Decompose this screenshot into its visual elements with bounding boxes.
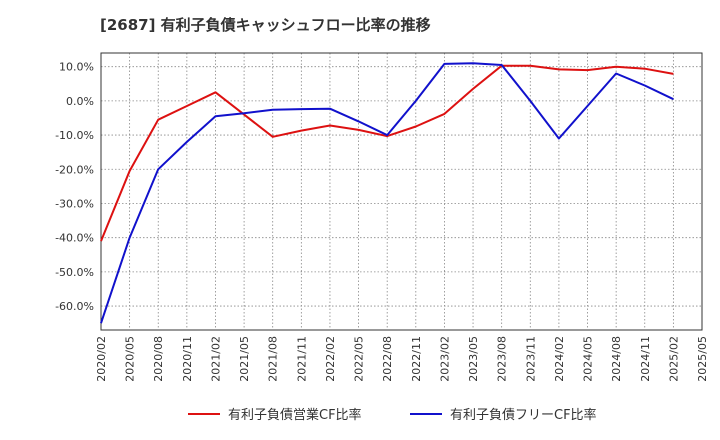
data-point bbox=[157, 119, 159, 121]
y-tick-label: -40.0% bbox=[55, 232, 94, 245]
x-tick-label: 2024/05 bbox=[582, 336, 595, 382]
y-tick-label: -10.0% bbox=[55, 129, 94, 142]
data-point bbox=[186, 141, 188, 143]
data-point bbox=[586, 105, 588, 107]
x-tick-label: 2024/02 bbox=[553, 336, 566, 382]
data-point bbox=[329, 124, 331, 126]
legend-label-2: 有利子負債フリーCF比率 bbox=[450, 407, 597, 423]
data-point bbox=[128, 170, 130, 172]
x-tick-label: 2022/08 bbox=[381, 336, 394, 382]
data-point bbox=[672, 98, 674, 100]
data-point bbox=[529, 100, 531, 102]
data-point bbox=[644, 68, 646, 70]
data-point bbox=[558, 137, 560, 139]
data-point bbox=[100, 322, 102, 324]
data-point bbox=[672, 73, 674, 75]
legend: 有利子負債営業CF比率 有利子負債フリーCF比率 bbox=[188, 407, 597, 423]
data-point bbox=[100, 240, 102, 242]
data-point bbox=[443, 113, 445, 115]
x-tick-label: 2020/08 bbox=[152, 336, 165, 382]
data-point bbox=[644, 84, 646, 86]
x-tick-label: 2020/11 bbox=[181, 336, 194, 382]
x-tick-label: 2023/08 bbox=[496, 336, 509, 382]
chart-title: [2687] 有利子負債キャッシュフロー比率の推移 bbox=[100, 16, 431, 34]
data-point bbox=[186, 105, 188, 107]
data-point bbox=[472, 62, 474, 64]
data-point bbox=[415, 125, 417, 127]
x-tick-label: 2022/11 bbox=[410, 336, 423, 382]
y-tick-label: 10.0% bbox=[59, 61, 94, 74]
x-tick-label: 2024/11 bbox=[639, 336, 652, 382]
data-point bbox=[157, 168, 159, 170]
data-point bbox=[443, 63, 445, 65]
x-tick-label: 2021/08 bbox=[267, 336, 280, 382]
data-point bbox=[615, 66, 617, 68]
data-point bbox=[243, 112, 245, 114]
data-point bbox=[357, 129, 359, 131]
data-point bbox=[272, 136, 274, 138]
data-point bbox=[386, 134, 388, 136]
x-tick-label: 2023/05 bbox=[467, 336, 480, 382]
x-tick-label: 2021/05 bbox=[238, 336, 251, 382]
data-point bbox=[300, 108, 302, 110]
data-point bbox=[558, 68, 560, 70]
data-point bbox=[300, 129, 302, 131]
y-tick-label: -50.0% bbox=[55, 266, 94, 279]
x-tick-label: 2023/02 bbox=[438, 336, 451, 382]
x-tick-label: 2025/05 bbox=[696, 336, 709, 382]
x-tick-label: 2022/02 bbox=[324, 336, 337, 382]
data-point bbox=[415, 100, 417, 102]
data-point bbox=[529, 65, 531, 67]
x-tick-label: 2022/05 bbox=[353, 336, 366, 382]
x-axis-tick-labels: 2020/02 2020/05 2020/08 2020/11 2021/02 2021/… bbox=[95, 336, 709, 382]
data-point bbox=[214, 91, 216, 93]
y-tick-label: -20.0% bbox=[55, 163, 94, 176]
data-point bbox=[128, 237, 130, 239]
data-point bbox=[329, 108, 331, 110]
y-tick-label: -60.0% bbox=[55, 300, 94, 313]
data-point bbox=[501, 64, 503, 66]
data-point bbox=[586, 69, 588, 71]
x-tick-label: 2020/02 bbox=[95, 336, 108, 382]
x-tick-label: 2025/02 bbox=[667, 336, 680, 382]
x-tick-label: 2021/02 bbox=[209, 336, 222, 382]
series-line-2 bbox=[100, 62, 674, 324]
y-tick-label: 0.0% bbox=[66, 95, 94, 108]
data-point bbox=[272, 109, 274, 111]
x-tick-label: 2020/05 bbox=[124, 336, 137, 382]
data-point bbox=[472, 88, 474, 90]
series-lines bbox=[100, 62, 674, 324]
data-point bbox=[214, 115, 216, 117]
y-axis-tick-labels: 10.0% 0.0% -10.0% -20.0% -30.0% -40.0% -50.0% -… bbox=[55, 61, 94, 313]
plot-area-frame bbox=[100, 52, 703, 331]
legend-label-1: 有利子負債営業CF比率 bbox=[228, 407, 362, 423]
x-tick-label: 2023/11 bbox=[524, 336, 537, 382]
data-point bbox=[357, 120, 359, 122]
data-point bbox=[615, 72, 617, 74]
y-tick-label: -30.0% bbox=[55, 197, 94, 210]
x-tick-label: 2024/08 bbox=[610, 336, 623, 382]
gridlines bbox=[100, 53, 703, 330]
x-tick-label: 2021/11 bbox=[295, 336, 308, 382]
